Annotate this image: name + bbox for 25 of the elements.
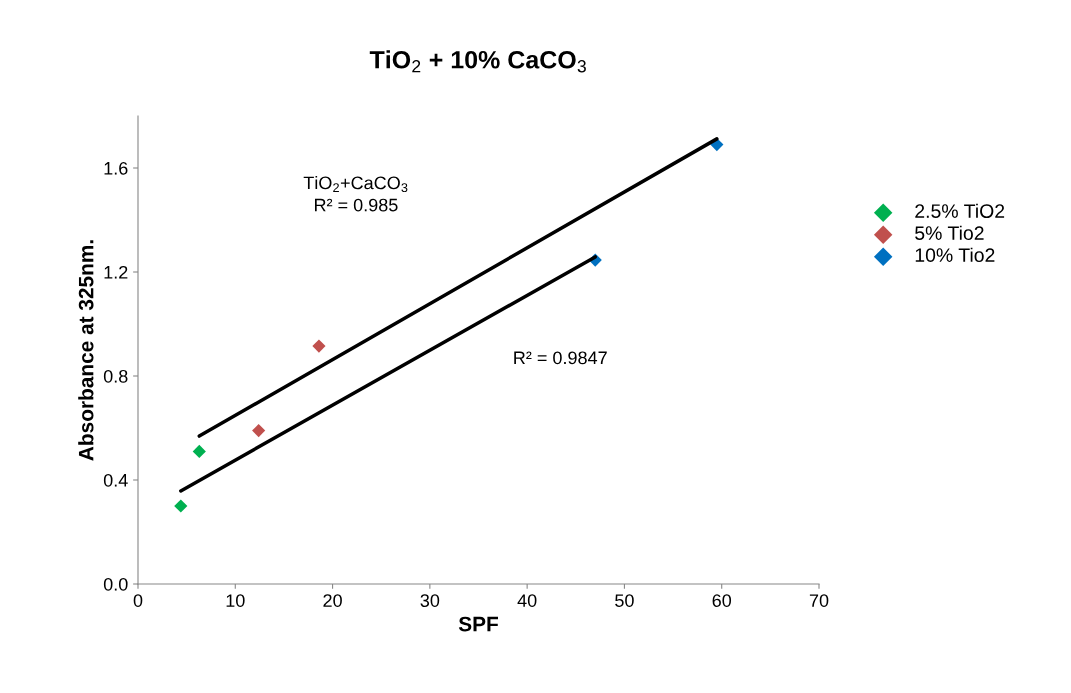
x-tick-label: 0 [133,594,143,607]
x-tick-label: 20 [323,594,342,607]
point [312,339,326,353]
point [252,424,266,438]
y-tick-label: 0.0 [103,577,128,591]
legend-label: 5% Tio2 [915,225,984,240]
point [174,499,188,513]
y-tick-label: 0.8 [103,369,128,383]
x-axis-title: SPF [458,616,498,632]
y-tick-label: 1.6 [104,161,128,175]
legend-label: 10% Tio2 [915,247,995,263]
x-tick-label: 60 [712,594,732,607]
y-axis-title: Absorbance at 325nm. [78,240,94,461]
x-tick-label: 40 [517,594,537,607]
annotation: TiO$_{2}$+CaCO$_{3}$ R² = 0.985 [303,176,408,212]
x-tick-label: 50 [615,594,634,607]
annotation: R² = 0.9847 [514,351,607,365]
point [192,444,206,458]
x-tick-label: 10 [226,594,245,607]
legend-label: 2.5% TiO2 [915,203,1005,218]
x-tick-label: 70 [809,594,829,607]
y-tick-label: 1.2 [104,265,128,279]
x-tick-label: 30 [420,594,440,607]
y-tick-label: 0.4 [103,473,128,487]
chart-title: TiO$_{2}$ + 10% CaCO$_{3}$ [369,50,586,73]
